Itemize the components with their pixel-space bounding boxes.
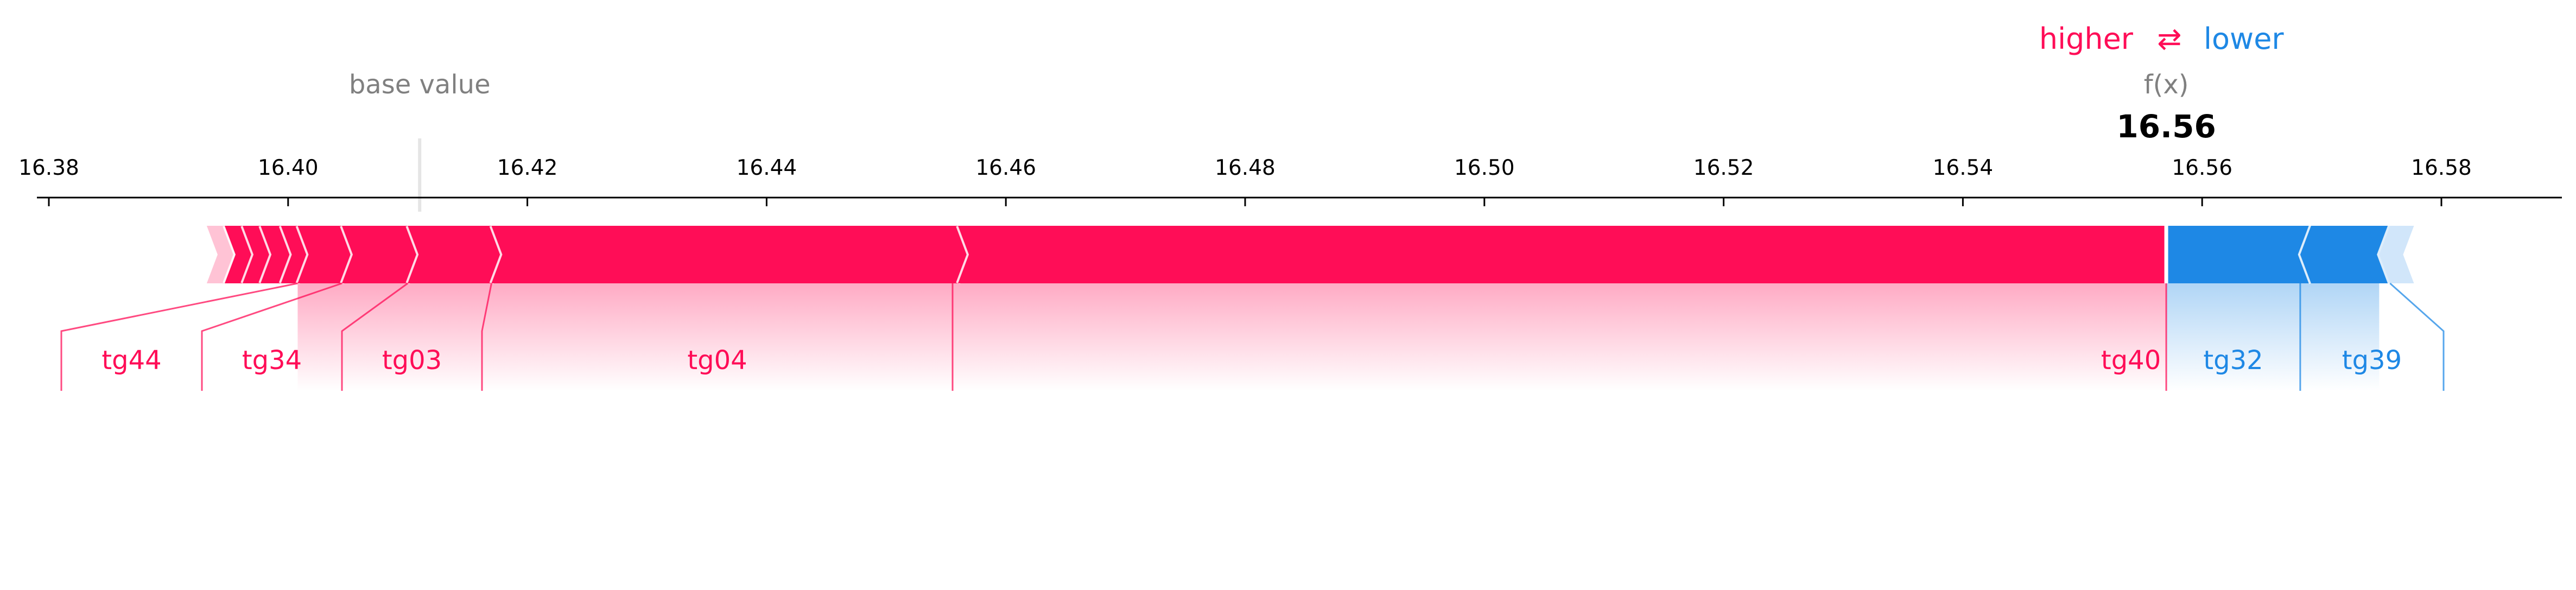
feature-label-tg44: tg44 xyxy=(101,345,161,376)
positive-bar-segment xyxy=(408,226,503,283)
positive-bar-segment xyxy=(958,226,2167,283)
tick-label: 16.46 xyxy=(975,156,1036,180)
output-value: 16.56 xyxy=(2116,108,2216,145)
positive-bar-segment xyxy=(261,226,292,283)
connector-line xyxy=(60,282,298,391)
tick-label: 16.48 xyxy=(1215,156,1276,180)
connector-line xyxy=(481,283,492,391)
negative-bar-segment xyxy=(2379,226,2414,283)
output-label: f(x) xyxy=(2144,69,2189,100)
tick-label: 16.56 xyxy=(2172,156,2232,180)
legend-arrows-icon: ⇄ xyxy=(2157,22,2181,56)
feature-label-tg39: tg39 xyxy=(2342,345,2402,376)
label-connectors xyxy=(60,282,2445,391)
connector-line xyxy=(201,282,342,391)
negative-gradient xyxy=(2166,283,2380,391)
positive-gradient xyxy=(297,283,2167,391)
tick-label: 16.44 xyxy=(737,156,797,180)
x-axis: 16.38 16.40 16.42 16.44 16.46 16.48 16.50 16.52… xyxy=(18,156,2562,206)
negative-bar-segment xyxy=(2166,226,2311,283)
feature-label-tg40: tg40 xyxy=(2101,345,2161,376)
base-value-label: base value xyxy=(349,69,491,100)
legend-lower: lower xyxy=(2204,22,2284,56)
force-bars xyxy=(206,225,2414,284)
tick-label: 16.54 xyxy=(1933,156,1994,180)
legend-higher: higher xyxy=(2039,22,2134,56)
feature-label-tg34: tg34 xyxy=(242,345,302,376)
feature-label-tg04: tg04 xyxy=(687,345,747,376)
feature-labels: tg44 tg34 tg03 tg04 tg40 tg32 tg39 xyxy=(101,345,2402,376)
tick-label: 16.42 xyxy=(497,156,558,180)
positive-bar-segment xyxy=(297,226,353,283)
feature-label-tg32: tg32 xyxy=(2203,345,2263,376)
negative-bar-segment xyxy=(2300,226,2390,283)
positive-bar-segment xyxy=(491,226,969,283)
tick-label: 16.38 xyxy=(18,156,79,180)
connector-line xyxy=(2389,282,2445,391)
tick-label: 16.50 xyxy=(1454,156,1515,180)
positive-bar-segment xyxy=(341,226,419,283)
connector-line xyxy=(341,282,409,391)
tick-label: 16.58 xyxy=(2411,156,2472,180)
feature-label-tg03: tg03 xyxy=(382,345,442,376)
tick-label: 16.52 xyxy=(1693,156,1754,180)
gradient-areas xyxy=(297,283,2380,391)
tick-label: 16.40 xyxy=(258,156,319,180)
